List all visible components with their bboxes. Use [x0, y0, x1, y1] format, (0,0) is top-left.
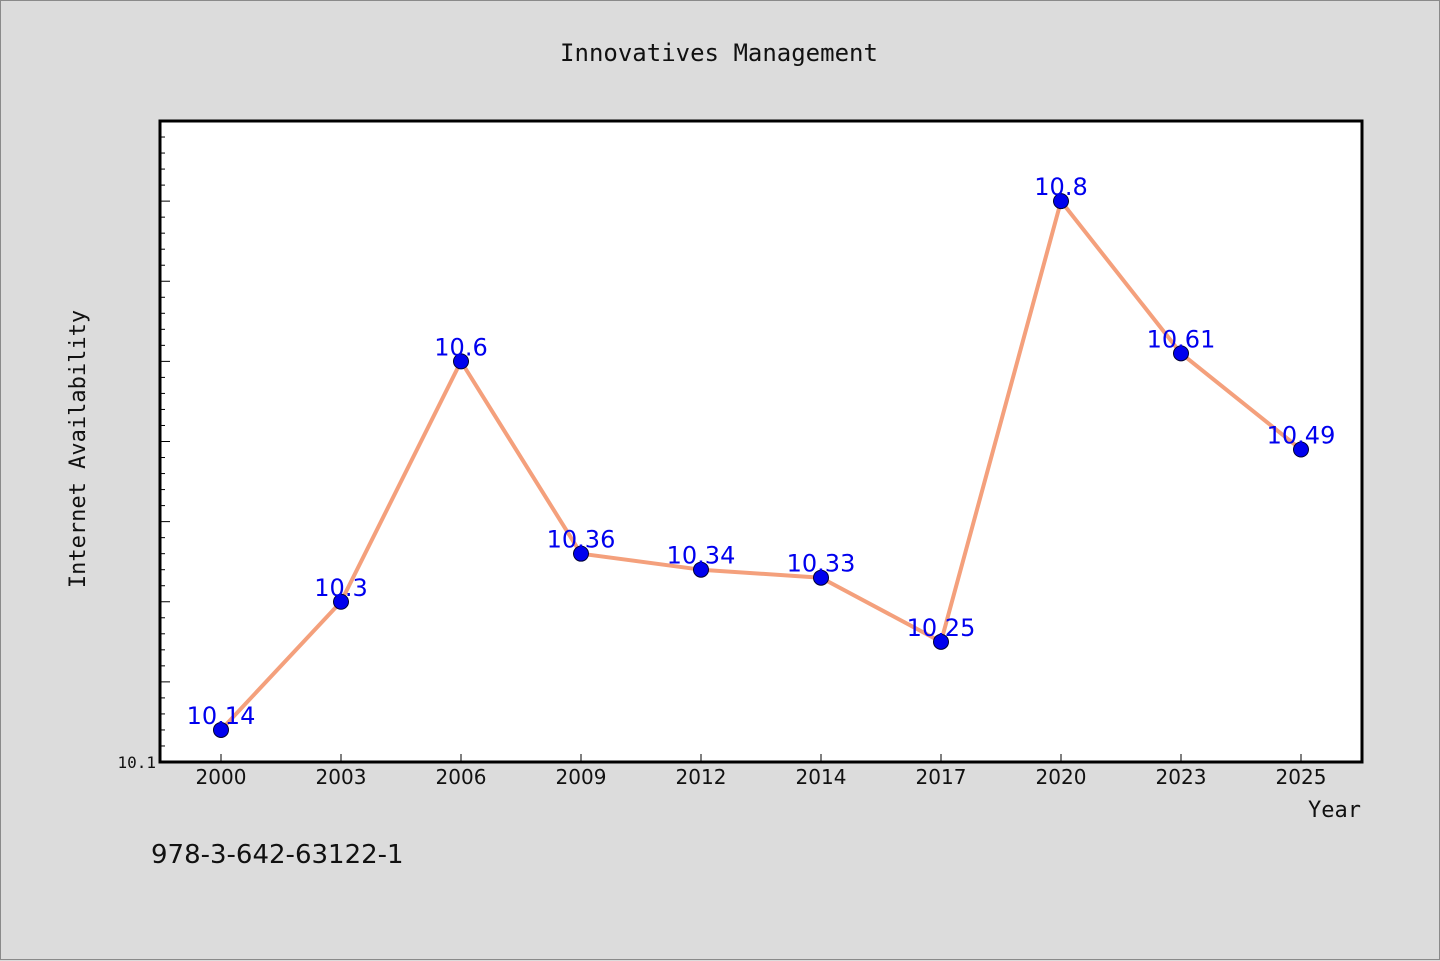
- data-label: 10.8: [1034, 173, 1087, 201]
- data-point: [573, 545, 589, 562]
- data-point: [813, 569, 829, 586]
- data-point: [1053, 193, 1069, 210]
- data-label: 10.49: [1267, 422, 1336, 450]
- x-tick-label: 2000: [196, 765, 247, 789]
- x-axis-tick-labels: 2000 2003 2006 2009 2012 2014 2017 2020 2023 2025: [196, 765, 1327, 789]
- x-tick-label: 2025: [1276, 765, 1327, 789]
- data-point: [693, 561, 709, 578]
- isbn-text: 978-3-642-63122-1: [151, 840, 404, 870]
- data-label: 10.25: [907, 614, 976, 642]
- x-axis-ticks: [220, 754, 1302, 762]
- y-axis-tick-labels: 10.1: [117, 753, 156, 772]
- x-tick-label: 2012: [676, 765, 727, 789]
- plot-area: [158, 119, 1364, 764]
- data-point: [933, 633, 949, 650]
- series-line: [219, 199, 1303, 732]
- data-label: 10.14: [187, 702, 256, 730]
- x-tick-label: 2017: [916, 765, 967, 789]
- data-label: 10.61: [1147, 325, 1216, 353]
- data-label: 10.34: [667, 542, 736, 570]
- data-point: [453, 353, 469, 370]
- x-tick-label: 2014: [796, 765, 847, 789]
- y-axis-label: Internet Availability: [66, 310, 91, 588]
- y-tick-label: 10.1: [117, 753, 156, 772]
- data-point: [1173, 345, 1189, 362]
- data-label: 10.36: [547, 526, 616, 554]
- data-point: [1293, 441, 1309, 458]
- data-labels: 10.14 10.3 10.6 10.36 10.34 10.33 10.25 10.8 10.…: [187, 173, 1336, 730]
- x-tick-label: 2003: [316, 765, 367, 789]
- x-tick-label: 2006: [436, 765, 487, 789]
- data-label: 10.3: [314, 574, 367, 602]
- x-axis-label: Year: [1308, 798, 1361, 823]
- series-group: [213, 193, 1309, 738]
- data-label: 10.6: [434, 333, 487, 361]
- data-point: [213, 721, 229, 738]
- data-point: [333, 593, 349, 610]
- x-tick-label: 2023: [1156, 765, 1207, 789]
- y-axis-ticks: [160, 120, 170, 763]
- x-tick-label: 2009: [556, 765, 607, 789]
- data-label: 10.33: [787, 550, 856, 578]
- x-tick-label: 2020: [1036, 765, 1087, 789]
- chart-title: Innovatives Management: [560, 39, 878, 67]
